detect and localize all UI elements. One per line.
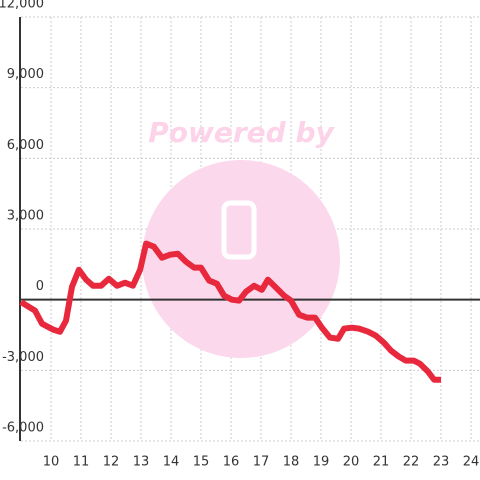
x-tick-label: 24	[463, 455, 480, 470]
x-tick-label: 19	[313, 455, 330, 470]
x-tick-label: 21	[373, 455, 390, 470]
data-line	[19, 240, 441, 383]
x-tick-label: 18	[283, 455, 300, 470]
x-tick-label: 15	[193, 455, 210, 470]
x-tick-label: 13	[133, 455, 150, 470]
x-tick-label: 14	[163, 455, 180, 470]
x-tick-label: 20	[343, 455, 360, 470]
x-tick-label: 10	[43, 455, 60, 470]
x-tick-label: 22	[403, 455, 420, 470]
x-tick-label: 23	[433, 455, 450, 470]
y-tick-label: 0	[36, 279, 44, 294]
watermark-text: Powered by	[148, 116, 335, 149]
watermark: Powered by	[142, 116, 340, 358]
x-tick-label: 11	[73, 455, 90, 470]
x-tick-label: 16	[223, 455, 240, 470]
x-tick-label: 17	[253, 455, 270, 470]
y-tick-label: -6,000	[2, 421, 44, 436]
y-tick-label: 12,000	[0, 0, 44, 12]
y-tick-label: 9,000	[7, 67, 44, 82]
x-tick-label: 12	[103, 455, 120, 470]
y-tick-label: 6,000	[7, 138, 44, 153]
y-tick-label: 3,000	[7, 209, 44, 224]
watermark-icon	[221, 200, 257, 260]
y-tick-label: -3,000	[2, 350, 44, 365]
